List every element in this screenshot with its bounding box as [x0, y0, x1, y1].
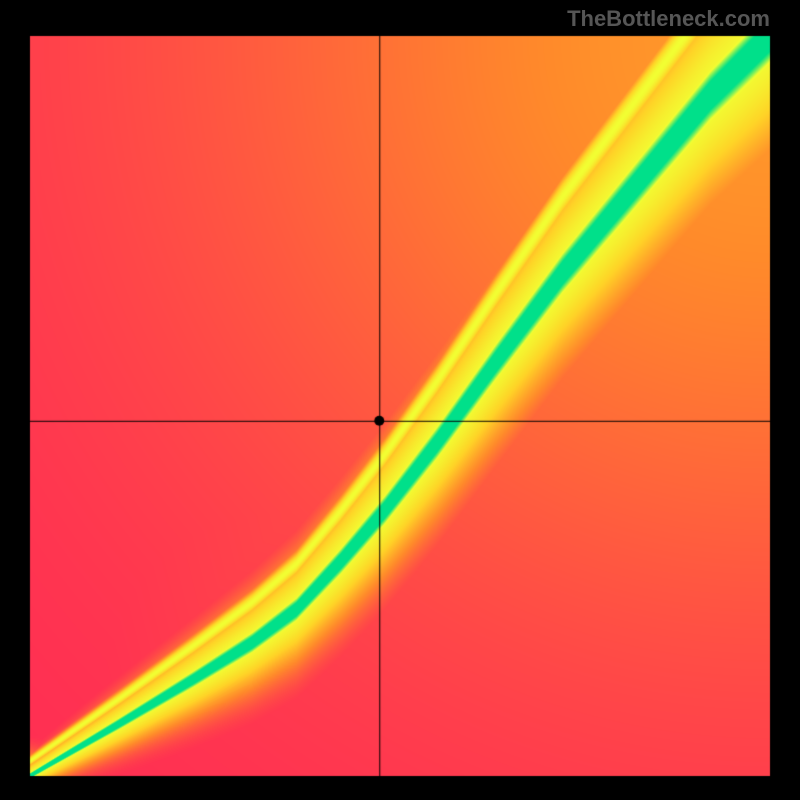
bottleneck-heatmap [0, 0, 800, 800]
watermark-text: TheBottleneck.com [567, 6, 770, 32]
